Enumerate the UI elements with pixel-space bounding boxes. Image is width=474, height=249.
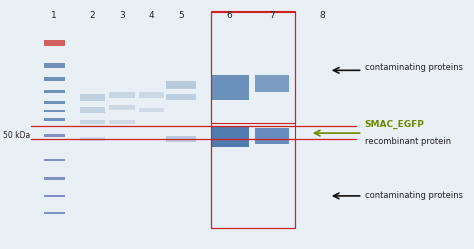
Text: contaminating proteins: contaminating proteins: [365, 191, 463, 200]
Bar: [80, 94, 105, 101]
Bar: [44, 212, 65, 214]
Bar: [44, 195, 65, 197]
Text: 7: 7: [269, 11, 274, 20]
Bar: [109, 92, 135, 98]
Bar: [44, 110, 65, 112]
Text: SMAC_EGFP: SMAC_EGFP: [365, 120, 425, 129]
Bar: [80, 107, 105, 113]
Bar: [166, 136, 196, 142]
Bar: [166, 94, 196, 101]
Bar: [109, 120, 135, 124]
Bar: [44, 40, 65, 46]
Bar: [44, 90, 65, 93]
Text: recombinant protein: recombinant protein: [365, 137, 451, 146]
Bar: [166, 81, 196, 89]
Bar: [44, 159, 65, 161]
Bar: [44, 178, 65, 180]
Text: 8: 8: [319, 11, 325, 20]
Bar: [44, 118, 65, 121]
Bar: [210, 12, 295, 228]
Text: 4: 4: [148, 11, 154, 20]
Bar: [255, 128, 289, 144]
Text: contaminating proteins: contaminating proteins: [365, 63, 463, 72]
Text: 1: 1: [51, 11, 57, 20]
Bar: [210, 139, 295, 228]
Text: 3: 3: [119, 11, 125, 20]
Bar: [80, 137, 105, 141]
Text: 5: 5: [178, 11, 184, 20]
Bar: [44, 77, 65, 80]
Bar: [139, 108, 164, 112]
Bar: [44, 101, 65, 104]
Bar: [44, 134, 65, 137]
Bar: [210, 127, 248, 147]
Bar: [109, 105, 135, 110]
Text: 50 kDa: 50 kDa: [3, 131, 30, 140]
Bar: [80, 120, 105, 124]
Bar: [210, 75, 248, 100]
Bar: [255, 75, 289, 92]
Text: 6: 6: [227, 11, 232, 20]
Bar: [139, 92, 164, 98]
Bar: [44, 63, 65, 68]
Bar: [210, 11, 295, 123]
Text: 2: 2: [90, 11, 95, 20]
